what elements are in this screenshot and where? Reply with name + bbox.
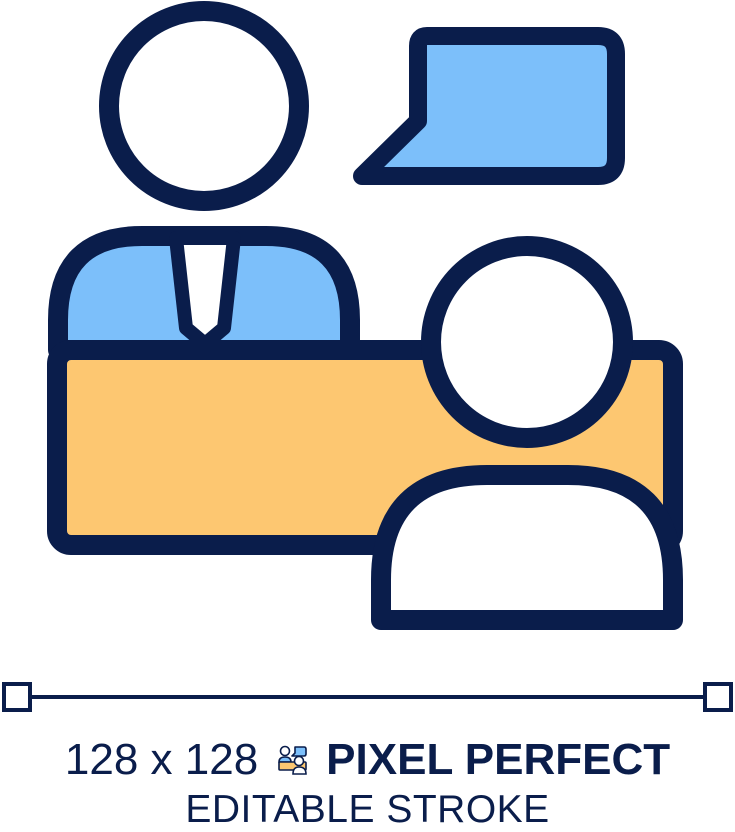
ruler-handle-left [2, 682, 32, 712]
client-head [421, 236, 633, 448]
consultation-mini-icon [278, 745, 307, 775]
subtitle-label: EDITABLE STROKE [185, 787, 550, 831]
speech-bubble-icon [353, 27, 625, 185]
title-label: PIXEL PERFECT [326, 735, 671, 784]
client-body [371, 465, 683, 630]
tie-icon [169, 231, 241, 351]
ruler-handle-right [703, 682, 733, 712]
caption-primary: 128 x 128 PIXEL PERFECT [0, 732, 735, 788]
advisor-head [99, 1, 309, 211]
dimension-ruler [2, 682, 733, 712]
size-label: 128 x 128 [64, 735, 259, 784]
caption-secondary: EDITABLE STROKE [0, 788, 735, 831]
